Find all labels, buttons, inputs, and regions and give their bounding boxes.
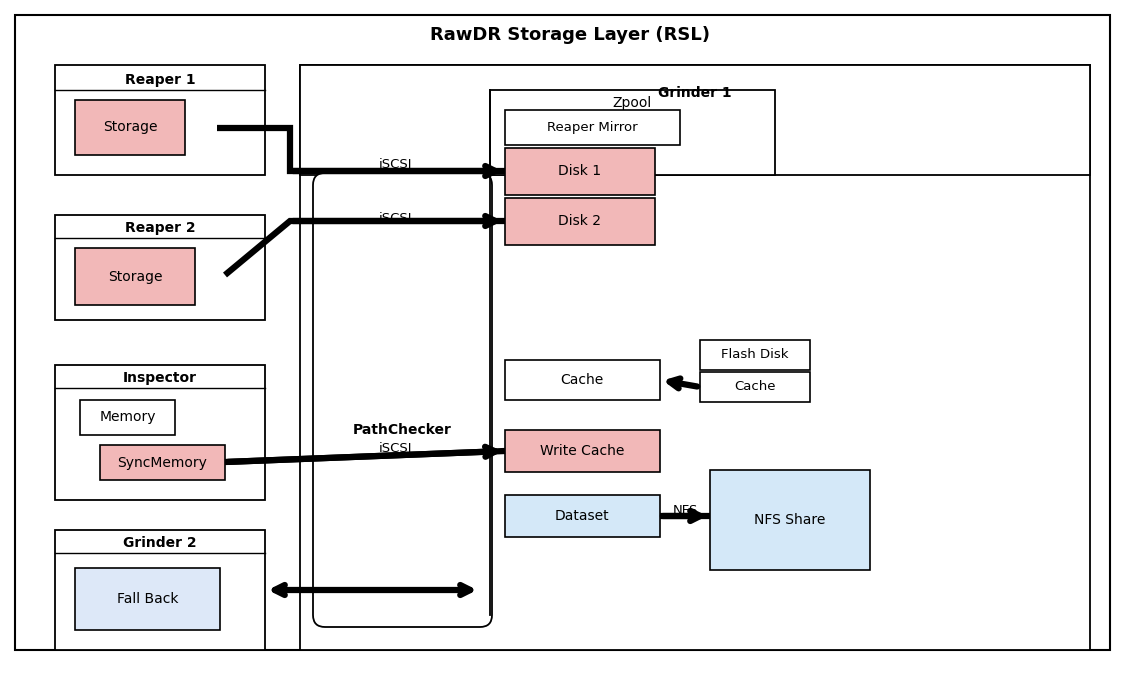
- Text: RawDR Storage Layer (RSL): RawDR Storage Layer (RSL): [430, 26, 711, 44]
- FancyBboxPatch shape: [75, 568, 220, 630]
- Text: iSCSI: iSCSI: [379, 212, 412, 225]
- FancyBboxPatch shape: [505, 148, 655, 195]
- FancyBboxPatch shape: [505, 198, 655, 245]
- FancyBboxPatch shape: [55, 530, 265, 650]
- Text: Reaper 1: Reaper 1: [124, 73, 195, 87]
- Text: Inspector: Inspector: [123, 371, 197, 385]
- Text: Fall Back: Fall Back: [116, 592, 178, 606]
- FancyBboxPatch shape: [55, 365, 265, 500]
- FancyBboxPatch shape: [505, 360, 659, 400]
- Text: Write Cache: Write Cache: [540, 444, 624, 458]
- Text: NFS Share: NFS Share: [754, 513, 826, 527]
- Text: iSCSI: iSCSI: [379, 159, 412, 172]
- Text: Flash Disk: Flash Disk: [721, 349, 788, 362]
- FancyBboxPatch shape: [300, 65, 1090, 650]
- Text: Zpool: Zpool: [613, 96, 652, 110]
- FancyBboxPatch shape: [55, 65, 265, 175]
- FancyBboxPatch shape: [505, 110, 680, 145]
- Text: Grinder 2: Grinder 2: [123, 536, 196, 550]
- FancyBboxPatch shape: [710, 470, 869, 570]
- FancyBboxPatch shape: [100, 445, 225, 480]
- FancyBboxPatch shape: [75, 248, 195, 305]
- FancyBboxPatch shape: [55, 215, 265, 320]
- Text: Reaper 2: Reaper 2: [124, 221, 195, 235]
- Text: Dataset: Dataset: [555, 509, 609, 523]
- FancyBboxPatch shape: [300, 65, 1090, 175]
- Text: Disk 2: Disk 2: [558, 214, 601, 228]
- Text: Grinder 1: Grinder 1: [658, 86, 731, 100]
- Text: iSCSI: iSCSI: [379, 441, 412, 454]
- Text: Storage: Storage: [107, 270, 162, 283]
- FancyBboxPatch shape: [80, 400, 175, 435]
- Text: Cache: Cache: [560, 373, 604, 387]
- Text: SyncMemory: SyncMemory: [118, 456, 208, 469]
- Text: Reaper Mirror: Reaper Mirror: [547, 121, 638, 133]
- FancyBboxPatch shape: [699, 340, 810, 370]
- Text: Cache: Cache: [735, 381, 776, 394]
- Text: Storage: Storage: [103, 121, 157, 135]
- Text: PathChecker: PathChecker: [353, 423, 452, 437]
- FancyBboxPatch shape: [75, 100, 185, 155]
- Text: Disk 1: Disk 1: [558, 164, 601, 178]
- FancyBboxPatch shape: [505, 495, 659, 537]
- Text: Memory: Memory: [99, 411, 156, 424]
- FancyBboxPatch shape: [699, 372, 810, 402]
- FancyBboxPatch shape: [505, 430, 659, 472]
- FancyBboxPatch shape: [489, 90, 775, 175]
- FancyBboxPatch shape: [313, 173, 492, 627]
- Text: NFS: NFS: [672, 503, 697, 516]
- FancyBboxPatch shape: [15, 15, 1110, 650]
